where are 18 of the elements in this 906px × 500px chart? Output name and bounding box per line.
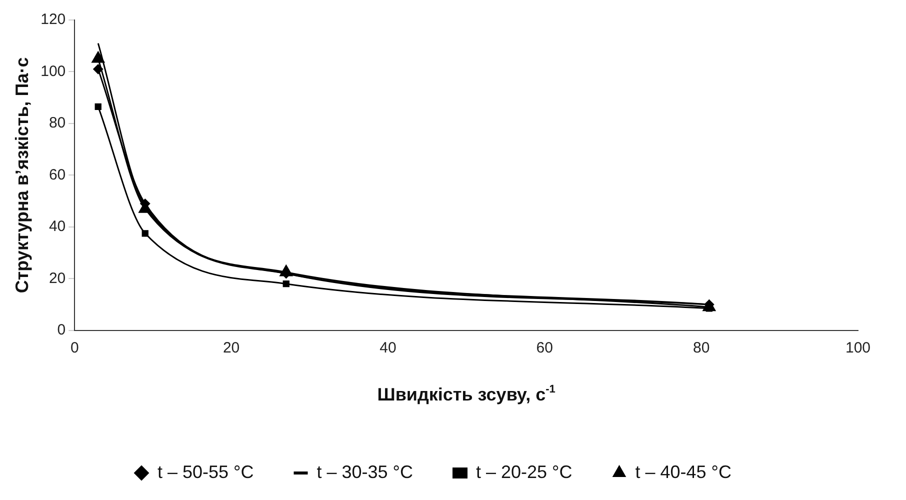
legend-label: t – 20-25 °C [476,462,572,482]
y-tick-label: 40 [48,218,66,236]
x-tick-label: 40 [380,340,396,357]
x-tick-label: 0 [70,340,79,357]
y-tick-label: 100 [40,62,66,80]
x-tick-label: 60 [536,340,553,357]
y-axis-title: Структурна в’язкість, Па·с [12,57,32,294]
x-tick-label: 20 [222,340,240,357]
y-tick-label: 20 [48,270,66,287]
y-tick-label: 0 [57,322,66,339]
x-tick-label: 80 [692,340,710,357]
legend-label: t – 40-45 °C [635,462,732,482]
y-tick-label: 120 [40,11,66,28]
legend-label: t – 50-55 °C [158,462,254,482]
y-tick-label: 60 [48,166,66,184]
y-tick-label: 80 [48,114,66,132]
legend-label: t – 30-35 °C [316,462,413,482]
x-tick-label: 100 [845,340,871,357]
